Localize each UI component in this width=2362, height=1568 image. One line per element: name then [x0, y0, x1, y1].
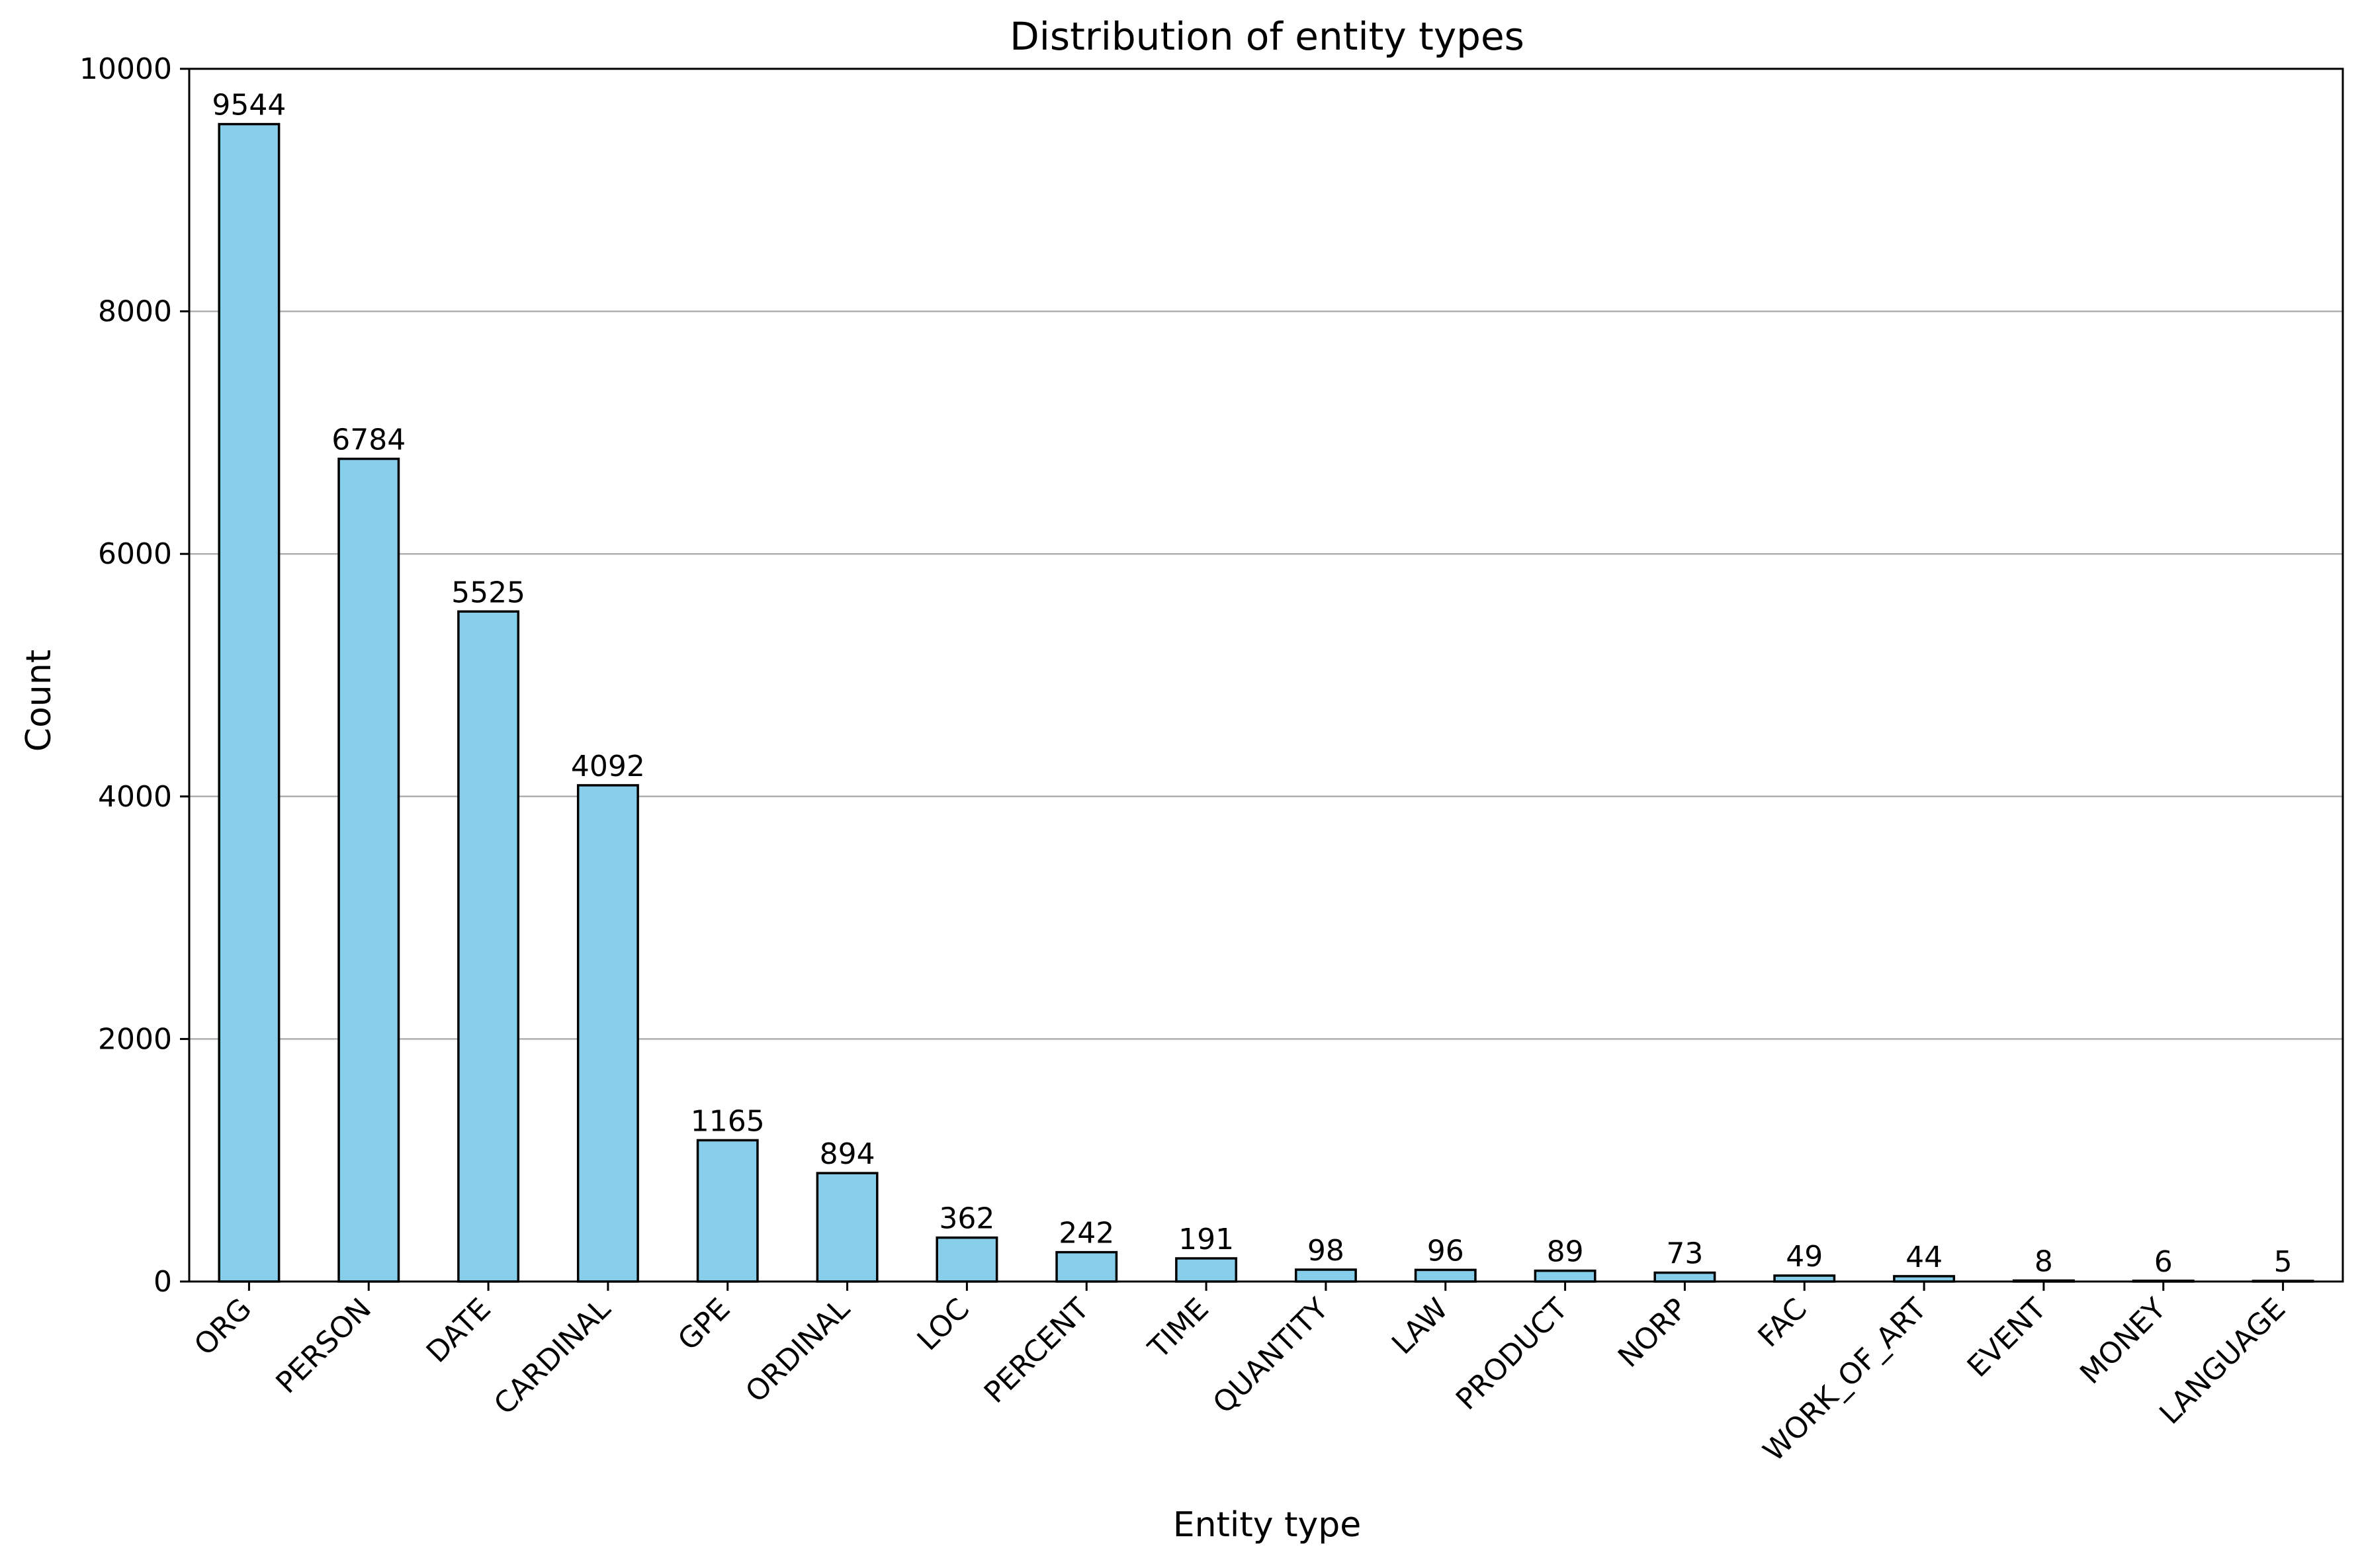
data-label-quantity: 98 — [1307, 1234, 1344, 1268]
y-tick-label-0: 0 — [153, 1265, 172, 1299]
data-label-event: 8 — [2034, 1245, 2053, 1279]
bar-gpe — [696, 1139, 759, 1283]
bar-time — [1175, 1257, 1238, 1283]
bar-cardinal — [576, 784, 639, 1283]
bar-date — [457, 610, 520, 1283]
data-label-law: 96 — [1427, 1234, 1464, 1268]
bar-ordinal — [816, 1172, 879, 1283]
y-tick-label-8000: 8000 — [98, 295, 172, 329]
data-label-date: 5525 — [451, 576, 525, 609]
x-axis-label: Entity type — [1173, 1505, 1362, 1545]
data-label-work_of_art: 44 — [1905, 1241, 1943, 1274]
data-labels: 9544 6784 5525 4092 1165 894 362 242 191 98 96 89 73… — [212, 89, 2292, 1279]
data-label-time: 191 — [1178, 1223, 1234, 1256]
y-tick-label-4000: 4000 — [98, 780, 172, 814]
bar-percent — [1055, 1250, 1118, 1283]
y-axis-label: Count — [19, 650, 59, 752]
data-label-fac: 49 — [1786, 1240, 1823, 1274]
bar-product — [1534, 1269, 1597, 1283]
plot-frame — [188, 67, 2344, 1283]
bar-loc — [936, 1236, 998, 1283]
data-label-gpe: 1165 — [691, 1104, 765, 1138]
bar-quantity — [1294, 1268, 1357, 1283]
data-label-ordinal: 894 — [820, 1137, 875, 1171]
data-label-product: 89 — [1547, 1235, 1584, 1269]
data-label-percent: 242 — [1059, 1217, 1114, 1250]
bar-norp — [1653, 1271, 1716, 1283]
data-label-loc: 362 — [939, 1202, 994, 1236]
data-label-money: 6 — [2154, 1245, 2173, 1279]
bars — [218, 122, 2314, 1283]
chart-title: Distribution of entity types — [1010, 14, 1524, 59]
data-label-norp: 73 — [1666, 1237, 1703, 1271]
grid-lines — [189, 67, 2343, 1040]
data-label-cardinal: 4092 — [571, 750, 645, 783]
y-tick-label-6000: 6000 — [98, 537, 172, 571]
bar-law — [1414, 1268, 1477, 1283]
bar-org — [218, 122, 281, 1283]
y-tick-label-2000: 2000 — [98, 1022, 172, 1056]
data-label-org: 9544 — [212, 89, 286, 122]
y-tick-label-10000: 10000 — [79, 52, 172, 86]
data-label-person: 6784 — [331, 423, 406, 457]
data-label-language: 5 — [2274, 1245, 2293, 1279]
bar-person — [337, 457, 400, 1283]
